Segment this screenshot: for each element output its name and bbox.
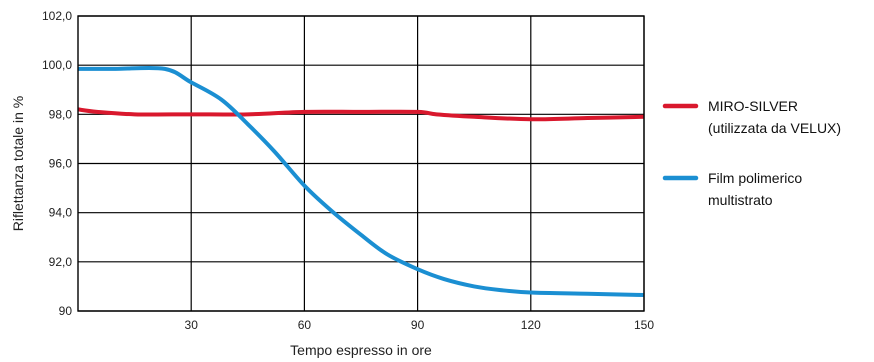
series-line-film-polimerico xyxy=(78,65,645,298)
legend-item-miro-silver: MIRO-SILVER (utilizzata da VELUX) xyxy=(662,98,841,136)
legend: MIRO-SILVER (utilizzata da VELUX) Film pol… xyxy=(662,98,841,208)
y-axis-title: Riflettanza totale in % xyxy=(10,96,26,231)
y-tick-label: 102,0 xyxy=(42,9,72,23)
legend-label: multistrato xyxy=(708,192,773,208)
x-tick-label: 60 xyxy=(298,318,312,332)
legend-label: Film polimerico xyxy=(708,170,802,186)
tick-labels: 90 92,0 94,0 96,0 98,0 100,0 102,0 30 60 90 120 150 xyxy=(42,9,654,332)
x-tick-label: 30 xyxy=(185,318,199,332)
plot-frame xyxy=(77,15,645,312)
series-line-miro-silver xyxy=(77,107,645,122)
grid xyxy=(78,15,645,312)
y-tick-label: 94,0 xyxy=(49,206,73,220)
x-axis-title: Tempo espresso in ore xyxy=(290,342,432,358)
y-tick-label: 90 xyxy=(59,304,73,318)
x-tick-label: 90 xyxy=(411,318,425,332)
legend-label: (utilizzata da VELUX) xyxy=(708,120,841,136)
legend-item-film-polimerico: Film polimerico multistrato xyxy=(662,170,802,208)
x-tick-label: 120 xyxy=(521,318,541,332)
series-layer xyxy=(77,65,645,298)
y-tick-label: 98,0 xyxy=(49,107,73,121)
y-tick-label: 100,0 xyxy=(42,58,72,72)
y-tick-label: 96,0 xyxy=(49,157,73,171)
y-tick-label: 92,0 xyxy=(49,255,73,269)
x-tick-label: 150 xyxy=(634,318,654,332)
legend-label: MIRO-SILVER xyxy=(708,98,798,114)
